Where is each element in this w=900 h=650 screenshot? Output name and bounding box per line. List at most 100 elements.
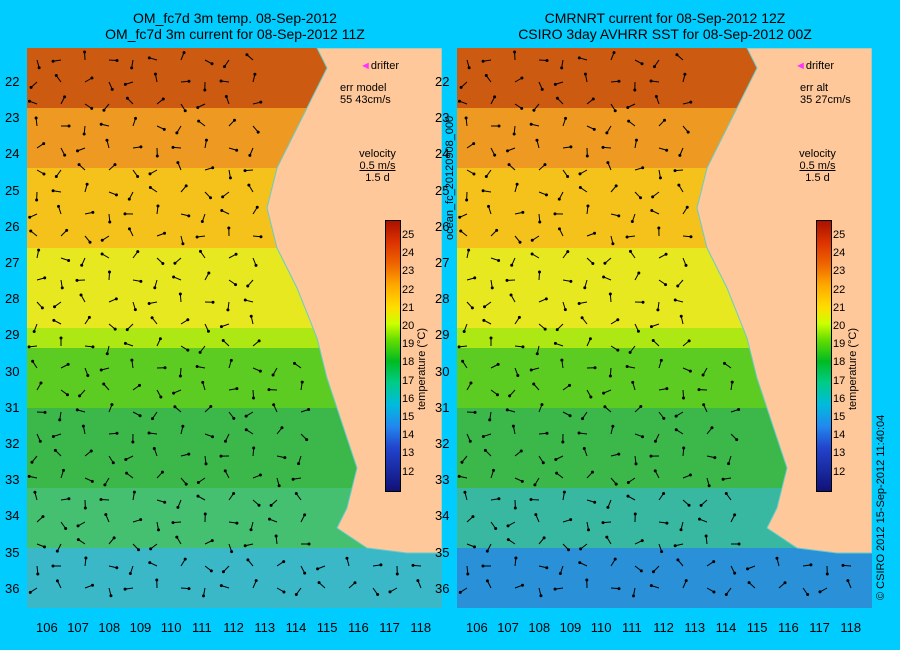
current-vector-head [733,571,737,575]
right-title-line2: CSIRO 3day AVHRR SST for 08-Sep-2012 00Z [518,26,812,42]
left-vel-line3: 1.5 d [365,172,390,184]
current-vector-head [249,314,253,318]
current-vector-head [656,308,660,312]
current-vector-head [562,490,566,494]
current-vector-head [566,175,570,179]
current-vector-head [727,462,731,466]
current-vector-head [307,542,311,546]
current-vector-head [148,561,152,565]
right-lon-tick-label: 110 [590,620,612,635]
right-drifter-label: drifter [805,60,835,72]
colorbar-tick-label: 18 [402,356,415,369]
current-vector-head [497,258,501,262]
current-vector-head [614,482,618,486]
current-vector-head [577,302,581,306]
current-vector-head [818,590,822,594]
current-vector-head [505,408,509,412]
current-vector-head [650,209,654,213]
current-vector-head [605,535,609,539]
current-vector-head [630,220,634,224]
right-lon-tick-label: 118 [840,620,862,635]
current-vector-head [244,428,248,432]
left-lon-tick-label: 115 [316,620,338,635]
current-vector-head [125,96,129,100]
current-vector-head [472,545,476,549]
right-colorbar-title: temperature (°C) [847,327,859,410]
right-err-text: err alt 35 27cm/s [800,82,870,106]
current-vector-head [481,564,485,568]
current-vector-head [508,394,512,398]
left-velocity-key: velocity 0.5 m/s 1.5 d [345,148,410,184]
current-vector-head [27,474,31,478]
current-vector-head [540,87,544,91]
current-vector-head [379,563,383,567]
current-vector-head [28,99,32,103]
current-vector-head [683,72,687,76]
current-vector-head [203,88,207,92]
current-vector-head [388,590,392,594]
current-vector-head [123,82,127,86]
current-vector-head [686,130,690,134]
current-vector-head [483,448,487,452]
current-vector-head [673,544,677,548]
current-vector-head [303,513,307,517]
current-vector-head [590,470,594,474]
right-lat-tick-label: 26 [435,218,450,234]
current-vector-head [553,212,557,216]
current-vector-head [510,263,514,267]
current-vector-head [139,518,143,522]
current-vector-head [640,62,644,66]
current-vector-head [187,214,191,218]
current-vector-head [272,403,276,407]
current-vector-head [466,572,470,576]
current-vector-head [221,570,225,574]
current-vector-head [489,336,493,340]
right-lat-tick-label: 36 [435,580,450,596]
current-vector-head [57,204,61,208]
current-vector-head [76,524,80,528]
current-vector-head [271,373,275,377]
current-vector-head [184,482,188,486]
colorbar-tick-label: 13 [402,447,415,460]
current-vector-head [682,396,686,400]
current-vector-head [181,424,185,428]
current-vector-head [458,215,462,219]
colorbar-tick-label: 17 [402,374,415,387]
current-vector-head [172,391,176,395]
colorbar-tick-label: 24 [833,247,846,260]
current-vector-head [28,215,32,219]
current-vector-head [253,72,257,76]
current-vector-head [846,579,850,583]
current-vector-head [317,581,321,585]
current-vector-head [33,490,37,494]
current-vector-head [515,182,519,186]
current-vector-head [411,563,415,567]
current-vector-head [553,587,557,591]
current-vector-head [627,119,631,123]
current-vector-head [603,405,607,409]
current-vector-head [458,99,462,103]
right-lat-tick-label: 30 [435,363,450,379]
current-vector-head [244,414,248,418]
current-vector-head [113,327,117,331]
left-lat-tick-label: 24 [5,146,20,162]
left-lon-tick-label: 116 [348,620,369,635]
current-vector-head [125,328,129,332]
current-vector-head [183,557,187,561]
colorbar-tick-label: 15 [402,411,415,423]
current-vector-head [601,145,605,149]
current-vector-head [137,548,141,552]
current-vector-head [613,109,617,113]
current-vector-head [29,229,33,233]
current-vector-head [637,271,641,275]
current-vector-head [187,587,191,591]
current-vector-head [198,350,202,354]
right-err-line1: err alt [800,82,829,94]
colorbar-tick-label: 17 [833,374,846,387]
colorbar-tick-label: 22 [402,283,415,296]
current-vector-head [219,325,223,329]
current-vector-head [532,382,536,386]
current-vector-head [187,79,191,83]
current-vector-head [316,567,320,571]
current-vector-head [684,579,688,583]
